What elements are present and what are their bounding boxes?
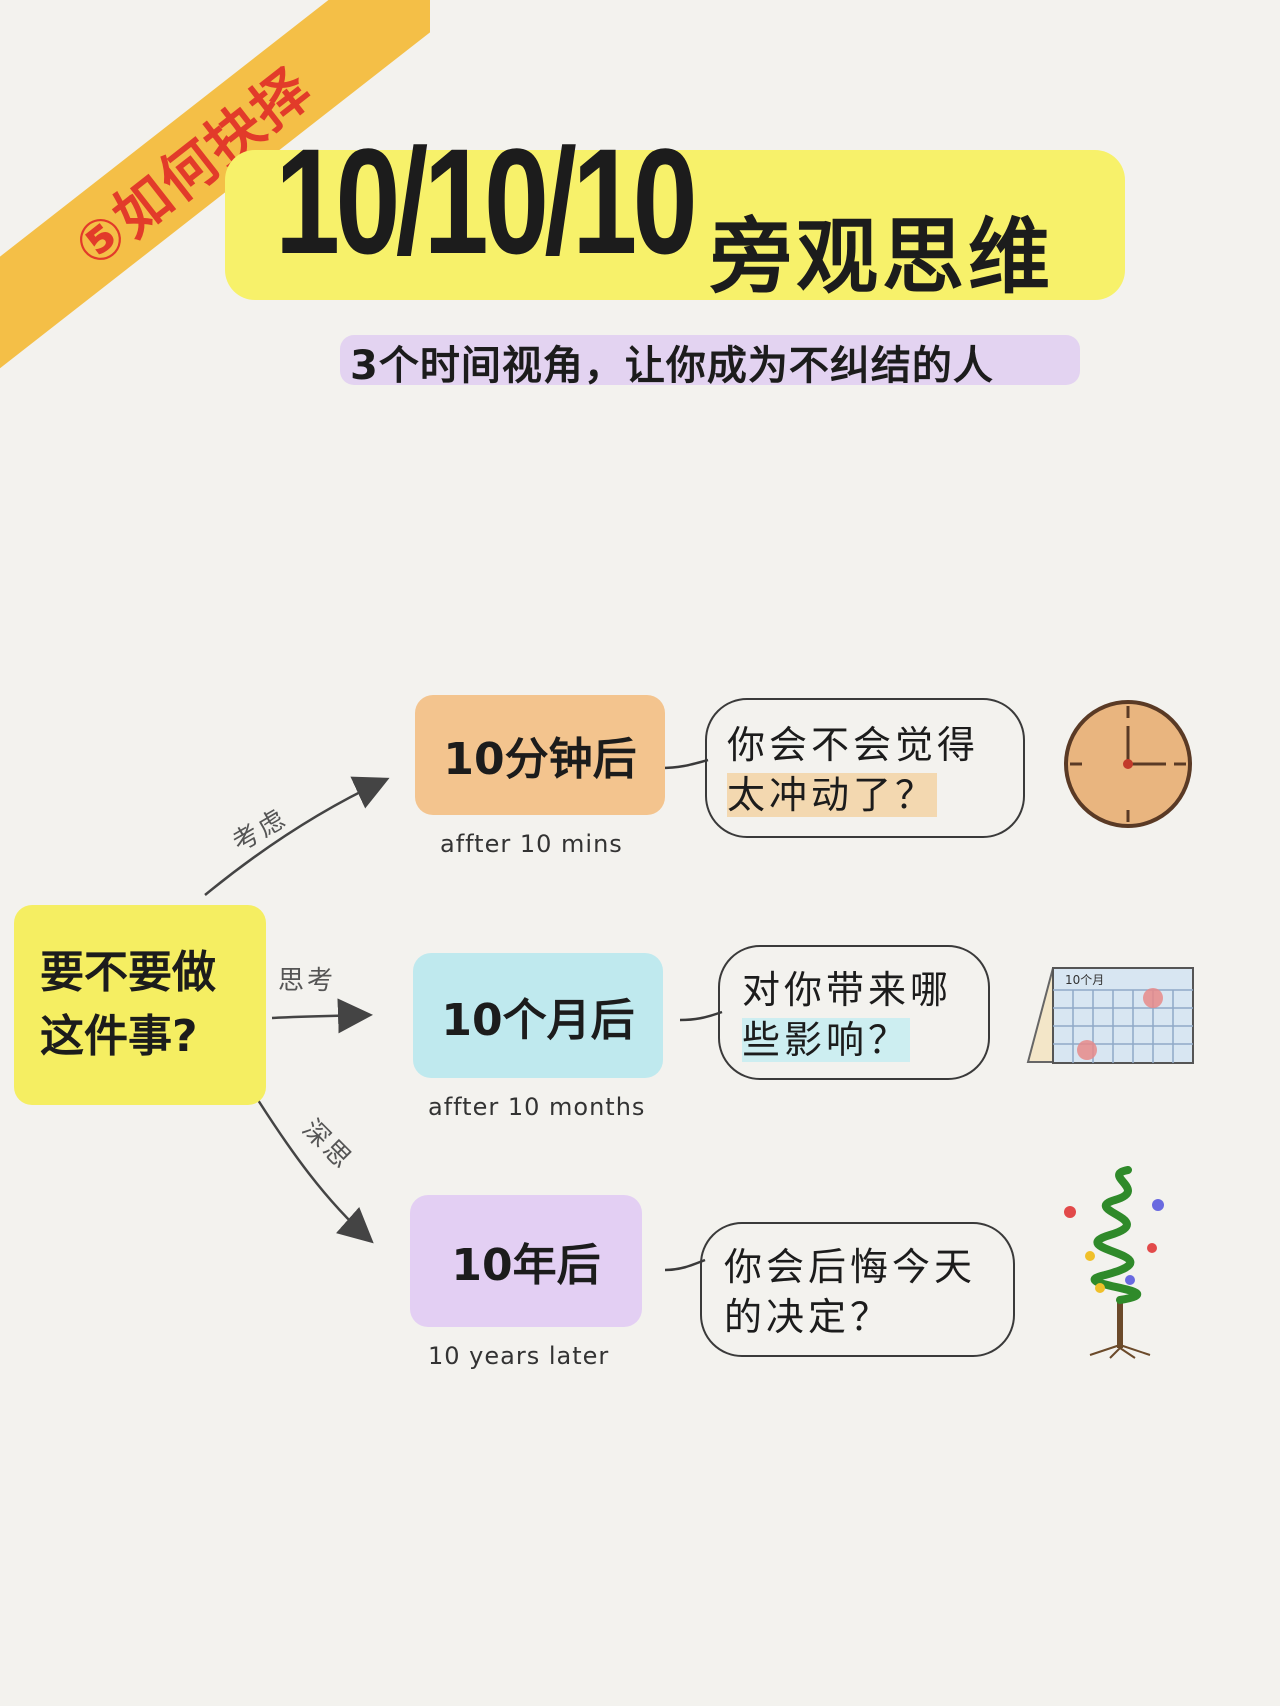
branch-label-10-years: 10年后 <box>451 1240 601 1291</box>
clock-icon <box>1064 700 1192 828</box>
bubble-10-years: 你会后悔今天 的决定？ <box>700 1222 1015 1357</box>
question-line-2: 这件事? <box>40 1011 198 1062</box>
branch-label-10-months: 10个月后 <box>441 994 635 1046</box>
title-number: 10/10/10 <box>275 117 698 285</box>
bubble-10-years-line-1: 你会后悔今天 <box>724 1245 977 1289</box>
branch-box-10-months: 10个月后 <box>413 953 663 1078</box>
branch-label-10-minutes: 10分钟后 <box>443 734 637 785</box>
question-line-1: 要不要做 <box>40 947 216 998</box>
bubble-10-minutes-line-2: 太冲动了？ <box>727 773 938 817</box>
bubble-10-months-line-1: 对你带来哪 <box>742 968 953 1012</box>
bubble-10-months-line-2: 些影响？ <box>742 1018 911 1062</box>
branch-box-10-years: 10年后 <box>410 1195 642 1327</box>
arrow-mid <box>271 998 373 1034</box>
subtitle-highlight <box>340 335 1080 385</box>
arrow-down <box>256 1099 374 1244</box>
bubble-10-months: 对你带来哪 些影响？ <box>718 945 990 1080</box>
bubble-10-minutes: 你会不会觉得 太冲动了？ <box>705 698 1025 838</box>
calendar-icon: 10个月 <box>1026 967 1194 1064</box>
branch-english-10-months: affter 10 months <box>428 1093 646 1121</box>
arrow-label-think: 思考 <box>278 966 337 996</box>
title-text: 旁观思维 <box>710 210 1055 305</box>
question-box: 要不要做 这件事? <box>14 905 266 1105</box>
branch-box-10-minutes: 10分钟后 <box>415 695 665 815</box>
title-highlight <box>225 150 1125 300</box>
subtitle: 3个时间视角，让你成为不纠结的人 <box>350 343 994 389</box>
arrow-up <box>204 776 390 896</box>
bubble-10-minutes-line-1: 你会不会觉得 <box>727 723 980 767</box>
calendar-label: 10个月 <box>1065 973 1104 987</box>
bubble-10-years-line-2: 的决定？ <box>724 1295 893 1339</box>
branch-english-10-minutes: affter 10 mins <box>440 830 623 858</box>
branch-english-10-years: 10 years later <box>428 1342 610 1370</box>
tree-icon <box>1064 1166 1164 1359</box>
